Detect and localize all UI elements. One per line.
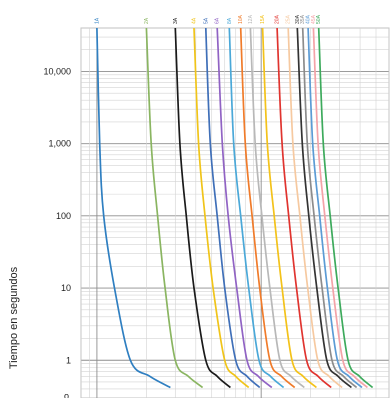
series-line-20A <box>276 27 332 389</box>
series-label-12A: 12A <box>248 14 254 24</box>
series-label-1A: 1A <box>94 17 100 24</box>
series-line-5A <box>204 27 261 389</box>
series-lines <box>96 27 374 389</box>
series-line-40A <box>307 27 363 389</box>
series-line-50A <box>317 27 374 389</box>
series-label-45A: 45A <box>311 14 317 24</box>
series-line-3A <box>174 27 231 389</box>
series-line-15A <box>261 27 317 389</box>
y-tick-label: 1,000 <box>48 139 71 149</box>
y-axis-label: Tiempo en segundos <box>8 266 20 369</box>
series-line-12A <box>249 27 305 389</box>
series-line-35A <box>301 27 358 389</box>
series-label-5A: 5A <box>203 17 209 24</box>
series-label-3A: 3A <box>173 17 179 24</box>
y-tick-label: 10,000 <box>43 66 71 76</box>
y-tick-label: 1 <box>66 355 71 365</box>
y-tick-label: 100 <box>56 211 71 221</box>
grid <box>80 27 390 398</box>
series-label-50A: 50A <box>316 14 322 24</box>
series-line-25A <box>287 27 343 389</box>
series-line-45A <box>312 27 368 389</box>
plot-frame <box>80 27 390 398</box>
series-label-25A: 25A <box>286 14 292 24</box>
series-line-6A <box>216 27 273 389</box>
series-label-40A: 40A <box>306 14 312 24</box>
series-line-1A <box>96 27 171 389</box>
y-axis-ticks: 10,000 1,000 100 10 1 o <box>43 66 71 398</box>
series-line-30A <box>296 27 352 389</box>
series-label-20A: 20A <box>275 14 281 24</box>
series-label-8A: 8A <box>227 17 233 24</box>
series-label-6A: 6A <box>215 17 221 24</box>
series-label-2A: 2A <box>144 17 150 24</box>
y-tick-label: 10 <box>61 283 71 293</box>
series-label-30A: 30A <box>295 14 301 24</box>
y-tick-label-partial: o <box>64 391 69 398</box>
series-labels: 1A 2A 3A 4A 5A 6A 8A 10A 12A 15A 20A 25A 30A 35A 40A 45… <box>94 14 322 24</box>
series-label-15A: 15A <box>260 14 266 24</box>
series-label-35A: 35A <box>300 14 306 24</box>
series-line-10A <box>239 27 296 389</box>
series-label-4A: 4A <box>192 17 198 24</box>
series-line-4A <box>193 27 250 389</box>
series-label-10A: 10A <box>238 14 244 24</box>
series-line-2A <box>145 27 204 389</box>
series-line-8A <box>228 27 285 389</box>
